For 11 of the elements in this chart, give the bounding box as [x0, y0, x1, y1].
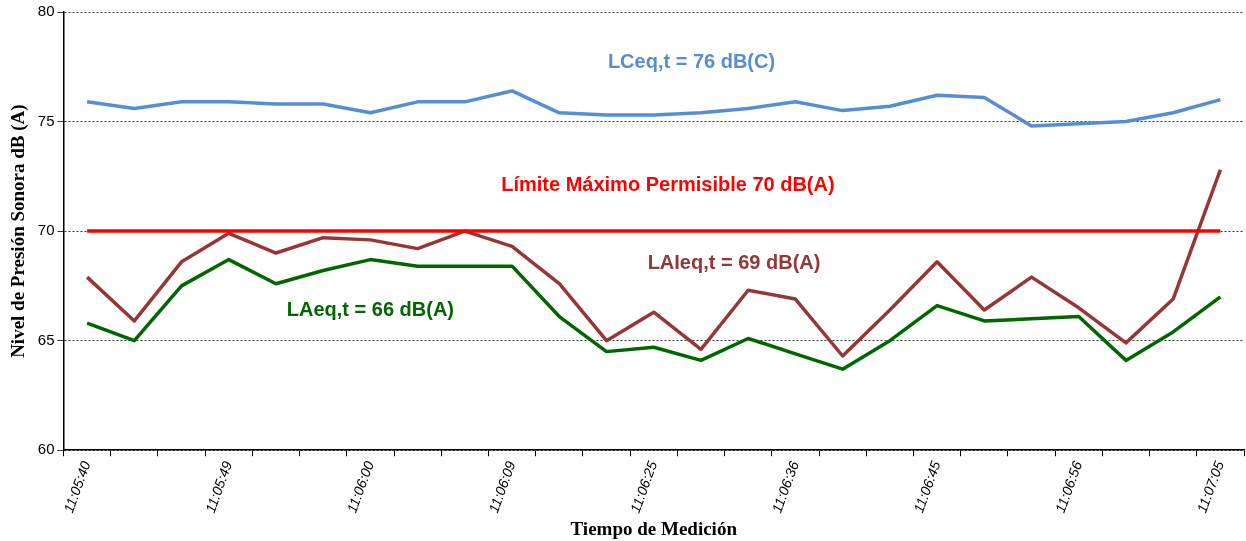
series-label: LAIeq,t = 69 dB(A) [647, 251, 821, 274]
y-tick-label: 60 [37, 440, 55, 458]
series-label: LCeq,t = 76 dB(C) [607, 49, 776, 72]
y-axis-title: Nivel de Presión Sonora dB (A) [7, 104, 30, 358]
y-tick-label: 75 [37, 111, 55, 129]
y-tick-label: 70 [37, 221, 55, 239]
y-tick-label: 80 [37, 2, 55, 20]
ref-line-label: Límite Máximo Permisible 70 dB(A) [501, 172, 835, 195]
x-axis-title: Tiempo de Medición [570, 517, 738, 539]
y-tick-label: 65 [37, 330, 55, 348]
series-label: LAeq,t = 66 dB(A) [286, 297, 455, 320]
